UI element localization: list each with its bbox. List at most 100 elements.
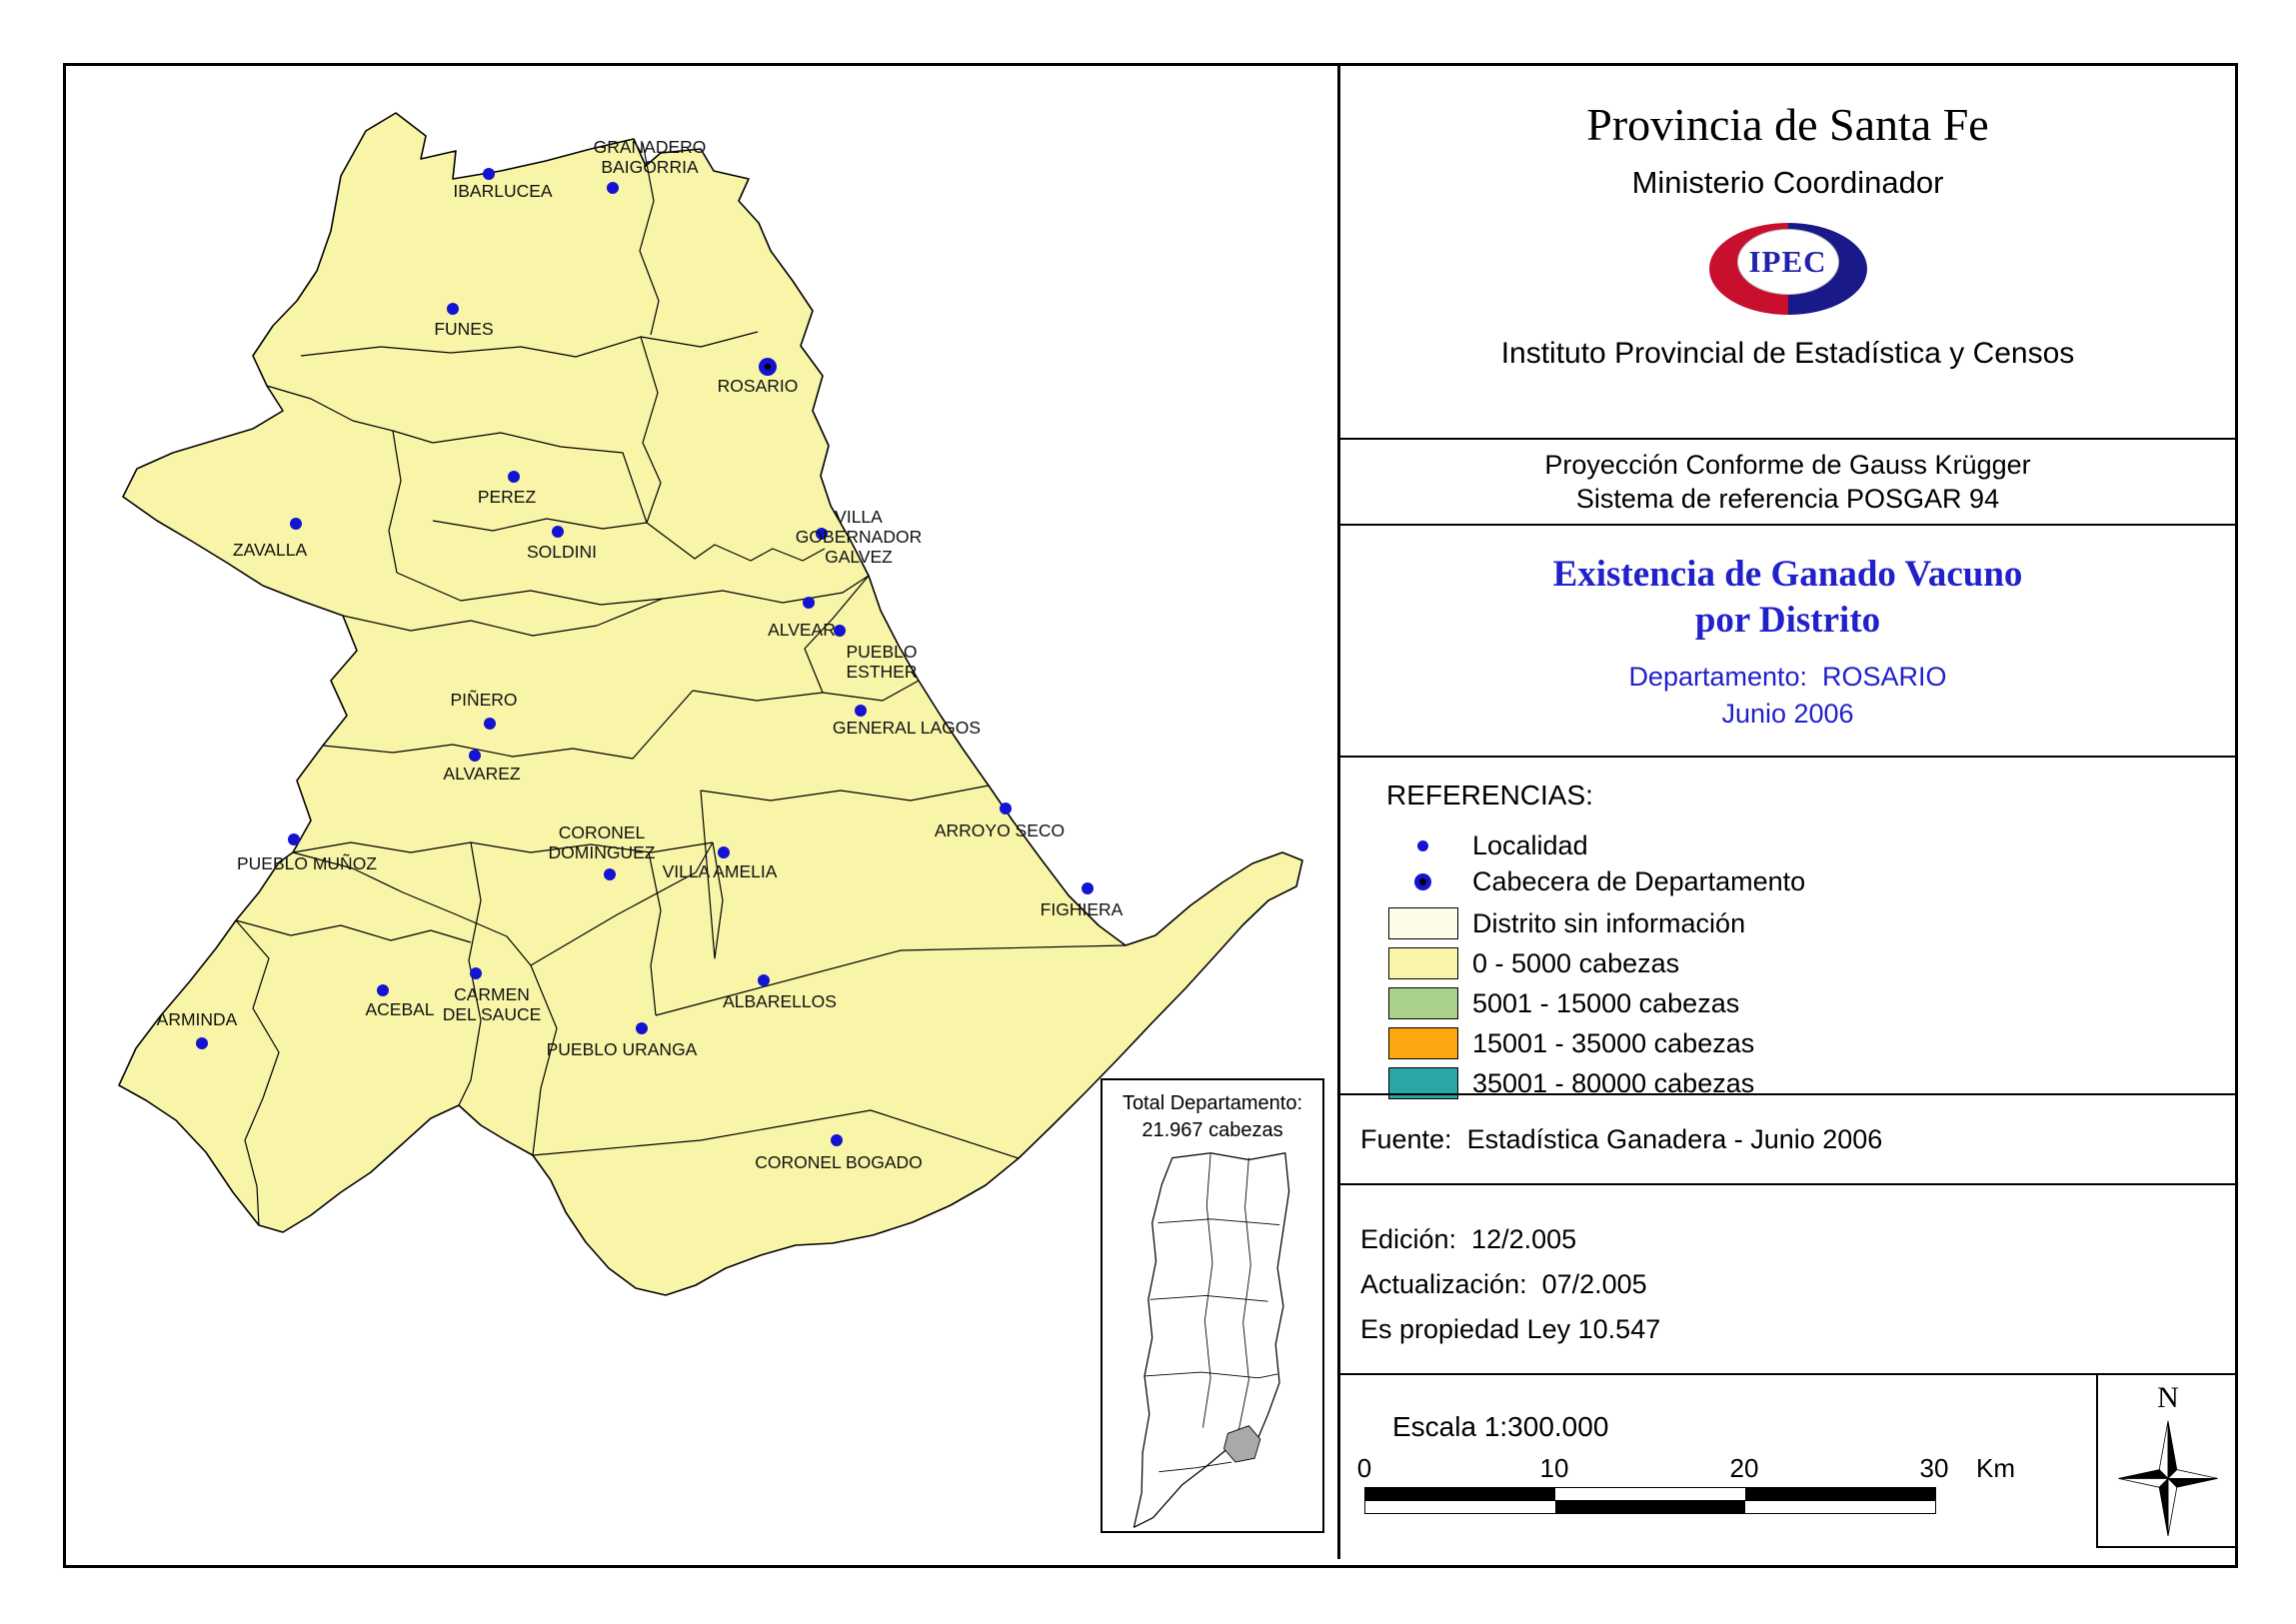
localidad-dot — [816, 528, 828, 540]
localidad-dot — [831, 1134, 843, 1146]
province-locator-map — [1133, 1152, 1290, 1528]
legend-symbol-cell — [1386, 839, 1458, 851]
localidad-dot — [470, 967, 482, 979]
district-label: CORONEL BOGADO — [755, 1152, 923, 1172]
localidad-dot — [552, 526, 564, 538]
legend-symbols: Localidad Cabecera de Departamento — [1386, 827, 2235, 899]
inset-title: Total Departamento: 21.967 cabezas — [1123, 1090, 1302, 1144]
scale-label: Escala 1:300.000 — [1392, 1411, 1609, 1442]
scale-seg — [1745, 1501, 1935, 1513]
localidad-dot — [636, 1022, 648, 1034]
department-boundary — [118, 112, 1303, 1296]
ipec-logo-inner: IPEC — [1736, 228, 1839, 295]
district-label: ARROYO SECO — [935, 820, 1065, 840]
district-label: VILLA AMELIA — [663, 861, 778, 881]
projection-line2: Sistema de referencia POSGAR 94 — [1575, 484, 2000, 514]
localidad-dot — [469, 750, 481, 762]
district-label: PEREZ — [478, 487, 537, 507]
district-label: FUNES — [434, 319, 493, 339]
legend-color-swatch — [1388, 987, 1458, 1019]
district-label: ARMINDA — [157, 1009, 238, 1029]
scale-seg — [1365, 1501, 1555, 1513]
district-label: CARMEN DEL SAUCE — [443, 984, 542, 1024]
district-borders — [235, 142, 1127, 1226]
scale-bar-top-row — [1364, 1487, 1936, 1501]
localidad-dot — [607, 182, 619, 194]
legend-symbol-cell — [1386, 872, 1458, 890]
ipec-logo-icon: IPEC — [1708, 223, 1867, 315]
district-map: IBARLUCEA GRANADERO BAIGORRIA FUNES ROSARIO P… — [118, 112, 1303, 1296]
department-label: Departamento: ROSARIO — [1628, 662, 1947, 692]
scale-tick-label: 30 — [1919, 1453, 1949, 1483]
localidad-dot — [718, 846, 730, 858]
scale-tick-label: 20 — [1729, 1453, 1759, 1483]
legend-classes: Distrito sin información 0 - 5000 cabezas… — [1386, 907, 2235, 1099]
legend-color-swatch — [1388, 1027, 1458, 1059]
localidad-dot — [508, 471, 520, 483]
inset-title-line2: 21.967 cabezas — [1142, 1119, 1283, 1141]
localidad-dot — [196, 1037, 208, 1049]
scale-unit-label: Km — [1976, 1453, 2015, 1483]
edition-line: Es propiedad Ley 10.547 — [1360, 1314, 1661, 1344]
scale-tick-label: 10 — [1539, 1453, 1569, 1483]
edition-line: Edición: 12/2.005 — [1360, 1224, 1577, 1254]
legend-class-label: Distrito sin información — [1472, 907, 1746, 938]
district-label: ALVEAR — [768, 620, 836, 640]
district-label: SOLDINI — [527, 542, 597, 562]
legend-symbol-row: Cabecera de Departamento — [1386, 863, 2235, 899]
localidad-dot — [855, 705, 867, 717]
source-text: Fuente: Estadística Ganadera - Junio 200… — [1360, 1123, 1883, 1154]
localidad-dot — [758, 974, 770, 986]
localidad-dot — [834, 625, 846, 637]
legend-color-swatch — [1388, 947, 1458, 979]
info-panel: Provincia de Santa Fe Ministerio Coordin… — [1337, 66, 2238, 1559]
district-label: IBARLUCEA — [453, 181, 553, 201]
legend-class-row: Distrito sin información — [1386, 907, 2235, 939]
legend-class-label: 15001 - 35000 cabezas — [1472, 1027, 1755, 1058]
scale-bar — [1364, 1487, 1936, 1514]
district-labels: IBARLUCEA GRANADERO BAIGORRIA FUNES ROSARIO P… — [157, 137, 1124, 1172]
scale-ticks: 0 10 20 30 Km — [1357, 1453, 2015, 1483]
compass-rose-icon — [2118, 1420, 2218, 1537]
district-label: CORONEL DOMINGUEZ — [549, 822, 656, 862]
district-label: ALVAREZ — [443, 764, 520, 784]
legend-class-row: 15001 - 35000 cabezas — [1386, 1027, 2235, 1059]
localidad-dot — [803, 597, 815, 609]
localidad-dot — [288, 833, 300, 845]
locality-dots — [196, 168, 1094, 1146]
legend-symbol-label: Cabecera de Departamento — [1472, 865, 1806, 896]
legend-section: REFERENCIAS: Localidad Cabecera de Depart… — [1340, 756, 2235, 1099]
legend-class-row: 5001 - 15000 cabezas — [1386, 987, 2235, 1019]
scale-section: Escala 1:300.000 0 10 20 30 Km N — [1340, 1373, 2238, 1559]
compass-cell: N — [2096, 1375, 2238, 1548]
inset-title-line1: Total Departamento: — [1122, 1092, 1303, 1114]
province-internal-borders — [1144, 1153, 1280, 1473]
district-label: PUEBLO ESTHER — [847, 642, 918, 682]
legend-class-label: 5001 - 15000 cabezas — [1472, 987, 1740, 1018]
scale-seg — [1365, 1488, 1555, 1500]
legend-symbol-label: Localidad — [1472, 829, 1588, 860]
localidad-dot — [1082, 882, 1094, 894]
legend-class-label: 0 - 5000 cabezas — [1472, 947, 1680, 978]
district-label: ROSARIO — [718, 376, 799, 396]
ipec-logo-text: IPEC — [1748, 243, 1827, 279]
district-label: VILLA GOBERNADOR GALVEZ — [796, 507, 922, 567]
institute-name: Instituto Provincial de Estadística y Ce… — [1500, 337, 2075, 370]
edition-line: Actualización: 07/2.005 — [1360, 1269, 1647, 1299]
scale-seg — [1555, 1501, 1745, 1513]
district-label: PUEBLO URANGA — [547, 1039, 698, 1059]
period-label: Junio 2006 — [1721, 699, 1854, 729]
org-subtitle: Ministerio Coordinador — [1631, 165, 1944, 200]
scale-seg — [1745, 1488, 1935, 1500]
localidad-dot — [447, 303, 459, 315]
district-label: PUEBLO MUÑOZ — [237, 852, 377, 873]
district-label: ACEBAL — [365, 999, 434, 1019]
legend-class-row: 0 - 5000 cabezas — [1386, 947, 2235, 979]
district-label: ZAVALLA — [233, 540, 308, 560]
sheet-frame: IBARLUCEA GRANADERO BAIGORRIA FUNES ROSARIO P… — [63, 63, 2238, 1568]
district-label: PIÑERO — [450, 689, 517, 710]
localidad-dot — [604, 868, 616, 880]
header-section: Provincia de Santa Fe Ministerio Coordin… — [1340, 66, 2235, 438]
localidad-dot-icon — [1416, 839, 1428, 851]
district-label: GENERAL LAGOS — [833, 718, 981, 738]
